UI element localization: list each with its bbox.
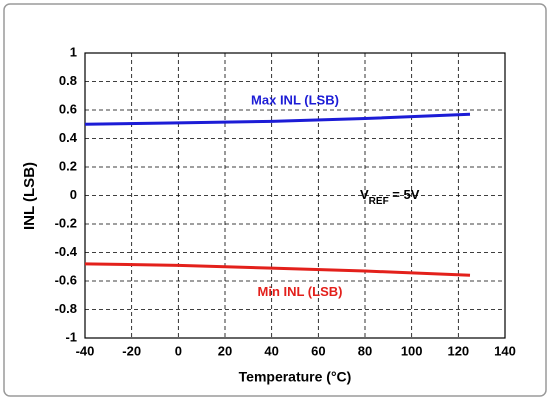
y-tick-label: -0.4 [55, 244, 78, 259]
plot-border [84, 52, 506, 339]
y-tick-label: 1 [70, 44, 77, 59]
series-line [84, 112, 471, 126]
x-tick-label: 140 [494, 343, 516, 358]
x-tick-label: 0 [175, 343, 182, 358]
x-tick-label: -20 [122, 343, 141, 358]
annotation-rest: = 5V [389, 187, 420, 202]
series-line [84, 262, 471, 277]
series-label: Max INL (LSB) [251, 92, 339, 107]
x-tick-label: 80 [358, 343, 372, 358]
x-tick-label: 60 [311, 343, 325, 358]
y-tick-label: 0.4 [59, 130, 78, 145]
series-label: Min INL (LSB) [258, 284, 343, 299]
annotation-sub: REF [369, 196, 389, 207]
x-tick-label: 120 [447, 343, 469, 358]
frame [3, 3, 547, 397]
x-tick-label: -40 [76, 343, 95, 358]
y-tick-label: 0.6 [59, 101, 77, 116]
y-axis-title: INL (LSB) [21, 162, 38, 230]
y-tick-label: 0.8 [59, 73, 77, 88]
x-tick-label: 20 [218, 343, 232, 358]
annotation-main: V [360, 187, 369, 202]
x-axis-title: Temperature (°C) [239, 369, 352, 385]
y-tick-label: -0.2 [55, 215, 77, 230]
y-tick-label: -1 [65, 329, 77, 344]
y-tick-label: -0.6 [55, 272, 77, 287]
x-tick-label: 40 [264, 343, 278, 358]
y-tick-label: -0.8 [55, 301, 77, 316]
y-tick-label: 0 [70, 187, 77, 202]
annotation: VREF = 5V [360, 187, 420, 206]
x-tick-label: 100 [401, 343, 423, 358]
y-tick-label: 0.2 [59, 158, 77, 173]
